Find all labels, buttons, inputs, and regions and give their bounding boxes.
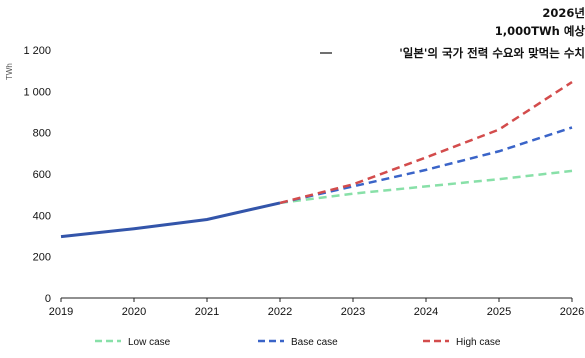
annotation-line-1: 2026년 — [542, 6, 585, 20]
y-tick-label: 800 — [33, 128, 51, 140]
annotation-line-2: 1,000TWh 예상 — [495, 24, 585, 38]
annotation-line-3: '일본'의 국가 전력 수요와 맞먹는 수치 — [399, 46, 585, 60]
x-tick-label: 2024 — [414, 306, 438, 318]
series-line-base-case — [279, 126, 573, 205]
series-line-actual — [60, 201, 281, 239]
x-tick-label: 2023 — [341, 306, 365, 318]
y-tick-label: 200 — [33, 252, 51, 264]
y-axis-label: TWh — [5, 63, 14, 80]
y-tick-label: 1 200 — [23, 45, 51, 57]
x-axis-ticks: 2019 2020 2021 2022 2023 2024 2025 2026 — [49, 298, 584, 318]
x-tick-label: 2019 — [49, 306, 73, 318]
series-lines — [60, 80, 573, 239]
legend: Low case Base case High case — [95, 337, 501, 348]
x-tick-label: 2025 — [487, 306, 511, 318]
y-tick-label: 0 — [45, 293, 51, 305]
x-tick-label: 2020 — [122, 306, 146, 318]
annotation: 2026년 1,000TWh 예상 '일본'의 국가 전력 수요와 맞먹는 수치 — [320, 6, 585, 60]
y-tick-label: 600 — [33, 169, 51, 181]
legend-label-low-case: Low case — [128, 337, 171, 348]
legend-label-base-case: Base case — [291, 337, 338, 348]
x-tick-label: 2021 — [195, 306, 219, 318]
y-tick-label: 400 — [33, 210, 51, 222]
x-tick-label: 2026 — [560, 306, 584, 318]
y-axis-ticks: 0 200 400 600 800 1 000 1 200 — [23, 45, 51, 305]
series-line-high-case — [279, 80, 573, 205]
x-tick-label: 2022 — [268, 306, 292, 318]
y-tick-label: 1 000 — [23, 86, 51, 98]
legend-label-high-case: High case — [456, 337, 501, 348]
series-line-low-case — [279, 169, 573, 205]
